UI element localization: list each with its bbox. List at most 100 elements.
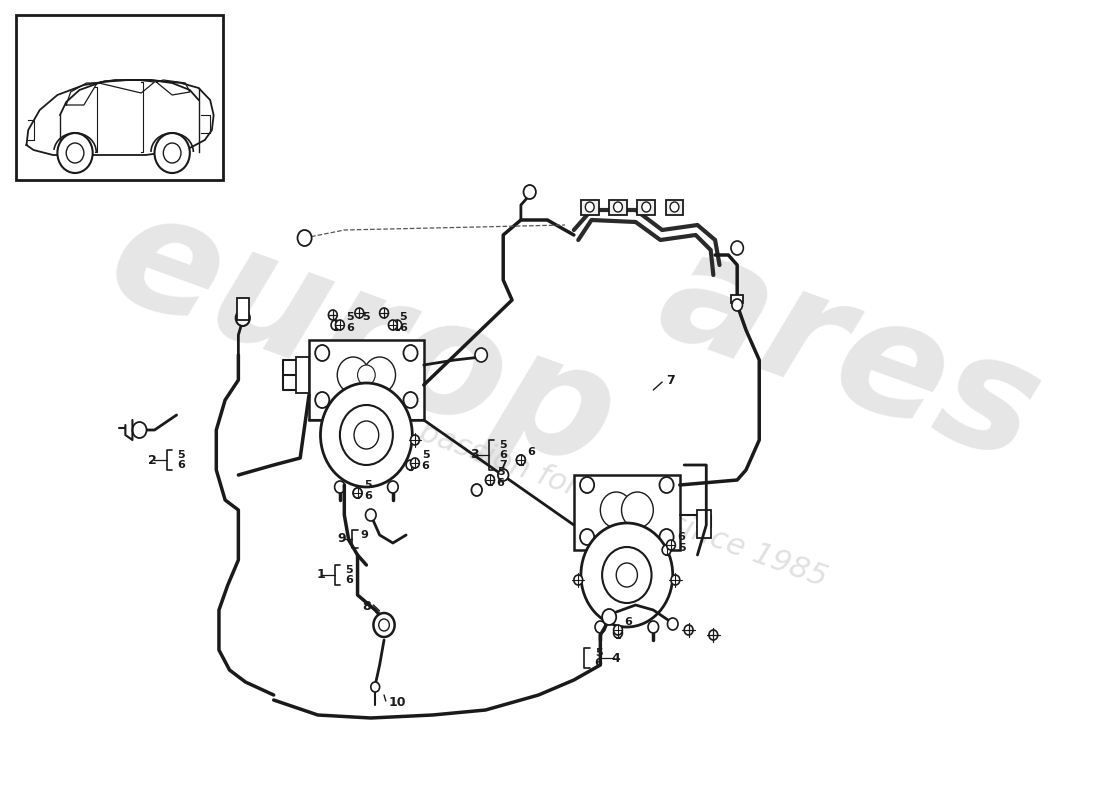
Circle shape xyxy=(334,481,345,493)
Circle shape xyxy=(485,475,494,485)
Circle shape xyxy=(358,365,375,385)
Circle shape xyxy=(373,613,395,637)
Circle shape xyxy=(660,477,673,493)
Circle shape xyxy=(406,460,415,470)
Text: 5: 5 xyxy=(421,450,429,460)
Text: 5: 5 xyxy=(345,565,352,575)
Circle shape xyxy=(340,405,393,465)
Text: 5: 5 xyxy=(177,450,185,460)
Text: 6: 6 xyxy=(496,478,505,488)
Circle shape xyxy=(316,392,329,408)
Text: 6: 6 xyxy=(499,450,507,460)
Circle shape xyxy=(660,529,673,545)
Circle shape xyxy=(485,475,494,485)
Bar xyxy=(697,510,711,538)
Bar xyxy=(637,200,656,215)
Circle shape xyxy=(614,628,623,638)
Circle shape xyxy=(708,630,718,640)
Circle shape xyxy=(354,421,378,449)
Text: 3: 3 xyxy=(471,449,480,462)
Circle shape xyxy=(320,383,412,487)
Circle shape xyxy=(379,308,388,318)
Circle shape xyxy=(614,202,623,212)
Text: 6: 6 xyxy=(344,575,353,585)
Circle shape xyxy=(66,143,84,163)
Circle shape xyxy=(338,357,368,393)
Circle shape xyxy=(498,469,508,481)
Text: 6: 6 xyxy=(678,532,685,542)
Text: 5: 5 xyxy=(499,440,507,450)
Circle shape xyxy=(329,310,338,320)
Circle shape xyxy=(475,348,487,362)
Circle shape xyxy=(353,488,362,498)
Bar xyxy=(609,200,627,215)
Circle shape xyxy=(378,619,389,631)
Text: 7: 7 xyxy=(667,374,675,386)
Circle shape xyxy=(668,618,678,630)
Text: 8: 8 xyxy=(362,601,371,614)
Text: ares: ares xyxy=(640,215,1059,494)
Circle shape xyxy=(316,345,329,361)
Circle shape xyxy=(614,625,623,635)
Text: 5: 5 xyxy=(595,648,603,658)
Circle shape xyxy=(671,575,680,585)
Bar xyxy=(732,295,744,303)
Circle shape xyxy=(410,458,419,468)
Circle shape xyxy=(472,484,482,496)
Circle shape xyxy=(581,523,673,627)
Circle shape xyxy=(387,481,398,493)
Circle shape xyxy=(602,547,651,603)
Circle shape xyxy=(331,320,340,330)
Text: 5: 5 xyxy=(364,480,372,490)
Circle shape xyxy=(410,435,419,445)
Text: 9: 9 xyxy=(361,530,368,540)
Text: 4: 4 xyxy=(612,651,620,665)
Circle shape xyxy=(667,540,675,550)
Text: 6: 6 xyxy=(595,658,603,668)
Circle shape xyxy=(235,310,250,326)
Bar xyxy=(236,298,249,320)
Circle shape xyxy=(393,320,402,330)
Circle shape xyxy=(595,621,606,633)
Circle shape xyxy=(57,133,92,173)
Circle shape xyxy=(602,609,616,625)
Text: 5: 5 xyxy=(497,467,505,477)
Circle shape xyxy=(132,422,146,438)
Circle shape xyxy=(365,509,376,521)
Circle shape xyxy=(404,392,418,408)
Text: 5: 5 xyxy=(399,312,407,322)
Text: 6: 6 xyxy=(528,447,536,457)
Circle shape xyxy=(355,308,364,318)
Circle shape xyxy=(297,230,311,246)
Circle shape xyxy=(732,299,742,311)
Circle shape xyxy=(580,529,594,545)
Circle shape xyxy=(670,202,679,212)
Circle shape xyxy=(641,202,651,212)
Text: 6: 6 xyxy=(364,491,372,501)
Circle shape xyxy=(662,545,671,555)
Circle shape xyxy=(648,621,659,633)
Text: 5: 5 xyxy=(362,312,370,322)
Bar xyxy=(581,200,598,215)
Text: 5: 5 xyxy=(346,312,354,322)
Text: 6: 6 xyxy=(625,617,632,627)
Circle shape xyxy=(388,320,397,330)
Text: 5: 5 xyxy=(678,543,685,553)
Text: 6: 6 xyxy=(399,323,407,333)
Circle shape xyxy=(371,682,380,692)
Circle shape xyxy=(574,575,583,585)
Text: 6: 6 xyxy=(346,323,354,333)
Text: 7: 7 xyxy=(499,460,507,470)
Circle shape xyxy=(353,488,362,498)
Text: 6: 6 xyxy=(421,461,429,471)
Text: 6: 6 xyxy=(177,460,185,470)
Bar xyxy=(15,15,223,180)
Circle shape xyxy=(517,455,526,465)
Circle shape xyxy=(364,357,396,393)
Circle shape xyxy=(154,133,190,173)
Circle shape xyxy=(336,320,344,330)
Circle shape xyxy=(517,455,526,465)
Bar xyxy=(574,475,680,550)
Text: 9: 9 xyxy=(338,533,346,546)
Text: 10: 10 xyxy=(388,697,406,710)
